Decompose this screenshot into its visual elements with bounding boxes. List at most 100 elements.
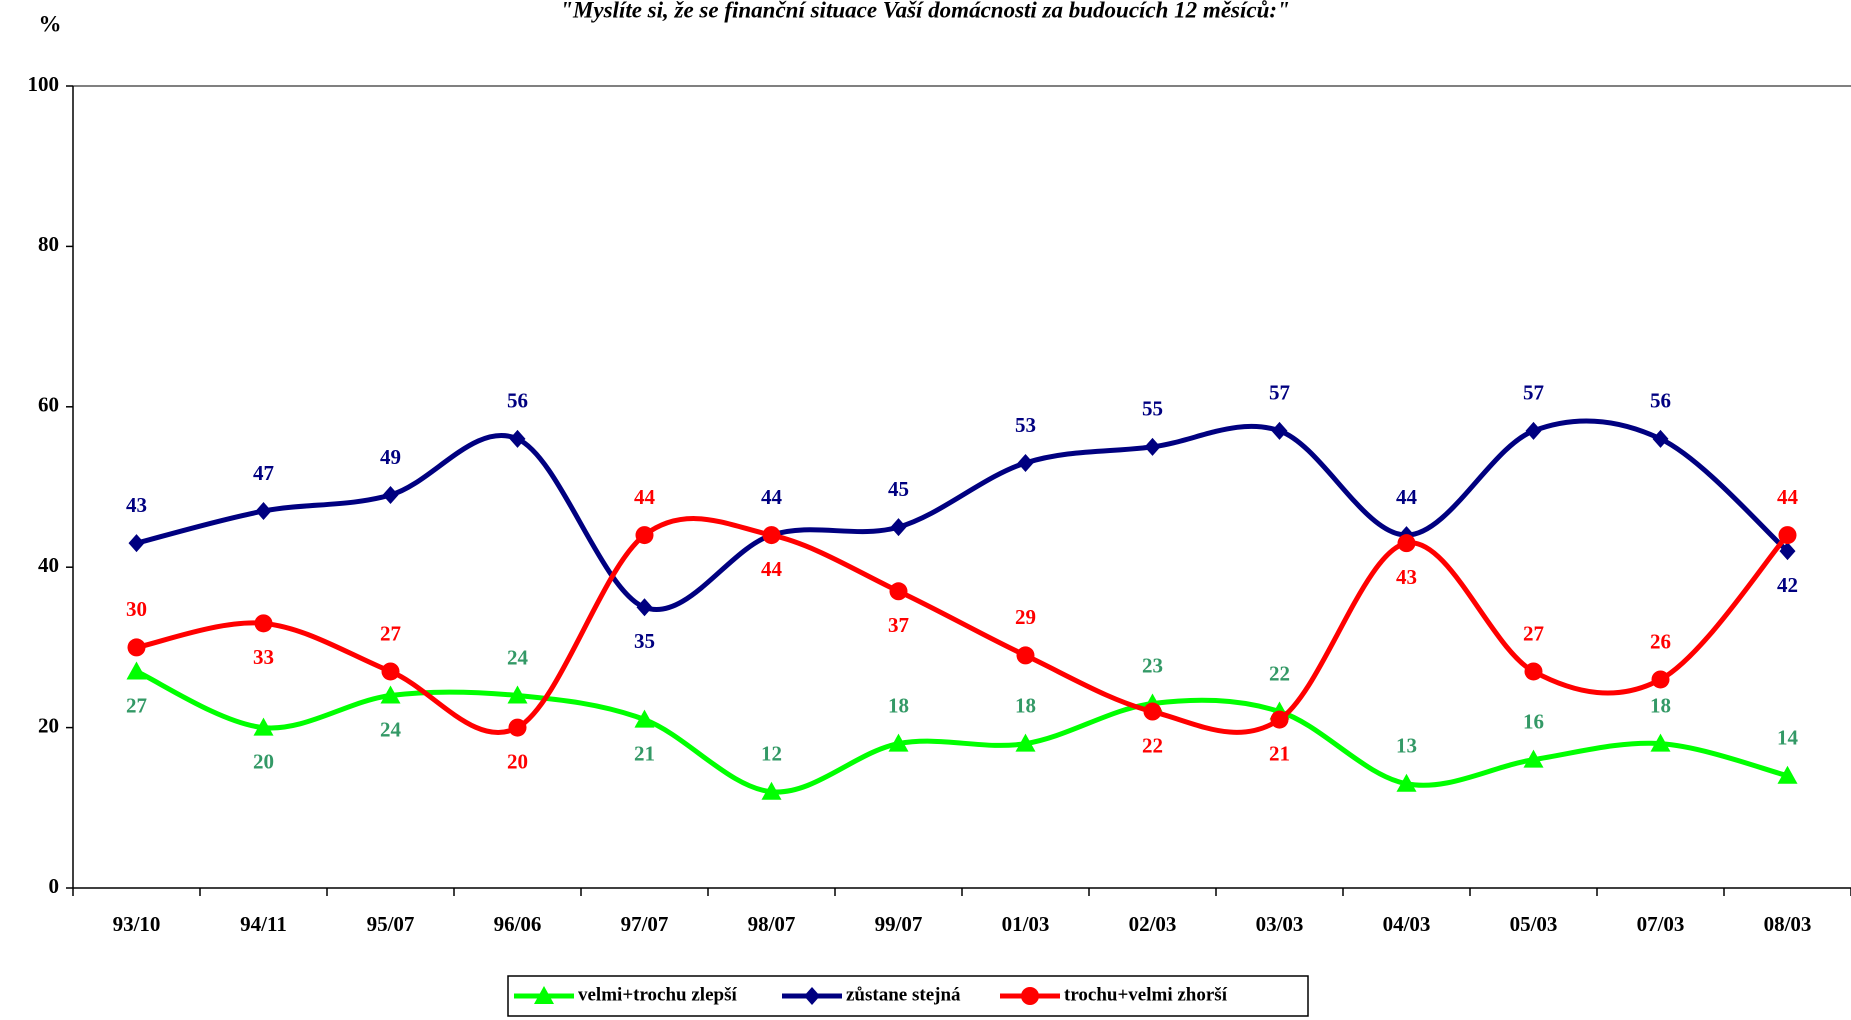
data-label: 56 <box>507 389 528 413</box>
data-label: 22 <box>1269 661 1290 685</box>
data-point <box>1778 526 1797 545</box>
data-point <box>761 781 782 800</box>
data-label: 44 <box>761 485 783 509</box>
x-tick-label: 04/03 <box>1383 912 1431 936</box>
data-point <box>381 662 400 681</box>
y-tick-label: 60 <box>38 393 59 417</box>
data-point <box>634 709 655 728</box>
data-point <box>1777 765 1798 784</box>
data-label: 27 <box>126 693 147 717</box>
data-label: 43 <box>126 493 147 517</box>
data-point <box>1523 749 1544 768</box>
data-point <box>888 733 909 752</box>
data-point <box>1651 670 1670 689</box>
data-label: 26 <box>1650 629 1671 653</box>
y-tick-label: 20 <box>38 713 59 737</box>
data-point <box>1016 646 1035 665</box>
data-point <box>1650 733 1671 752</box>
data-label: 44 <box>1396 485 1418 509</box>
x-tick-label: 94/11 <box>240 912 287 936</box>
data-point <box>890 518 907 537</box>
data-label: 29 <box>1015 605 1036 629</box>
data-point <box>382 486 399 505</box>
series-line <box>135 418 1790 612</box>
data-label: 44 <box>634 485 656 509</box>
legend-label: velmi+trochu zlepší <box>578 984 737 1005</box>
data-point <box>128 534 145 553</box>
x-tick-label: 98/07 <box>748 912 796 936</box>
data-point <box>1015 733 1036 752</box>
x-tick-label: 07/03 <box>1637 912 1685 936</box>
data-label: 18 <box>1650 693 1671 717</box>
data-point <box>509 429 526 448</box>
data-label: 33 <box>253 645 274 669</box>
legend-marker <box>804 987 820 1005</box>
data-label: 14 <box>1777 726 1799 750</box>
x-tick-label: 95/07 <box>367 912 415 936</box>
data-label: 27 <box>380 621 401 645</box>
x-tick-label: 93/10 <box>113 912 161 936</box>
data-label: 24 <box>380 717 402 741</box>
y-tick-label: 100 <box>28 72 60 96</box>
data-label: 43 <box>1396 565 1417 589</box>
y-tick-label: 0 <box>49 874 60 898</box>
data-label: 57 <box>1269 381 1290 405</box>
data-point <box>127 638 146 657</box>
chart-title: "Myslíte si, že se finanční situace Vaší… <box>560 0 1290 22</box>
data-label: 37 <box>888 613 909 637</box>
data-label: 44 <box>1777 485 1799 509</box>
data-label: 49 <box>380 445 401 469</box>
data-label: 44 <box>761 557 783 581</box>
data-label: 35 <box>634 629 655 653</box>
data-label: 53 <box>1015 413 1036 437</box>
data-point <box>1524 662 1543 681</box>
data-label: 20 <box>253 749 274 773</box>
x-tick-label: 97/07 <box>621 912 669 936</box>
x-tick-label: 08/03 <box>1764 912 1812 936</box>
legend-label: zůstane stejná <box>846 984 961 1005</box>
x-tick-label: 05/03 <box>1510 912 1558 936</box>
data-point <box>1271 421 1288 440</box>
y-tick-label: 80 <box>38 232 59 256</box>
x-tick-label: 03/03 <box>1256 912 1304 936</box>
data-label: 12 <box>761 742 782 766</box>
data-label: 57 <box>1523 381 1544 405</box>
data-point <box>255 502 272 521</box>
data-point <box>1779 542 1796 561</box>
data-label: 16 <box>1523 709 1544 733</box>
x-tick-label: 96/06 <box>494 912 542 936</box>
legend-label: trochu+velmi zhorší <box>1064 984 1228 1005</box>
series-line <box>136 516 1790 736</box>
data-label: 21 <box>1269 741 1290 765</box>
data-point <box>762 526 781 545</box>
data-point <box>1144 437 1161 456</box>
x-tick-label: 01/03 <box>1002 912 1050 936</box>
data-point <box>1525 421 1542 440</box>
data-point <box>889 582 908 601</box>
data-point <box>508 718 527 737</box>
data-label: 56 <box>1650 389 1671 413</box>
data-label: 18 <box>888 693 909 717</box>
data-label: 42 <box>1777 573 1798 597</box>
data-label: 55 <box>1142 397 1163 421</box>
data-point <box>507 685 528 704</box>
data-point <box>635 526 654 545</box>
x-tick-label: 99/07 <box>875 912 923 936</box>
data-point <box>1270 710 1289 729</box>
data-point <box>1143 702 1162 721</box>
data-point <box>1017 453 1034 472</box>
data-label: 21 <box>634 741 655 765</box>
data-label: 20 <box>507 749 528 773</box>
data-point <box>253 717 274 736</box>
data-point <box>126 661 147 680</box>
legend-marker <box>534 986 554 1004</box>
series-line <box>135 669 1789 795</box>
legend-marker <box>1021 987 1039 1005</box>
data-point <box>1652 429 1669 448</box>
x-tick-label: 02/03 <box>1129 912 1177 936</box>
data-label: 24 <box>507 645 529 669</box>
data-label: 45 <box>888 477 909 501</box>
data-label: 47 <box>253 461 274 485</box>
y-tick-label: 40 <box>38 553 59 577</box>
legend-box <box>507 975 1309 1017</box>
